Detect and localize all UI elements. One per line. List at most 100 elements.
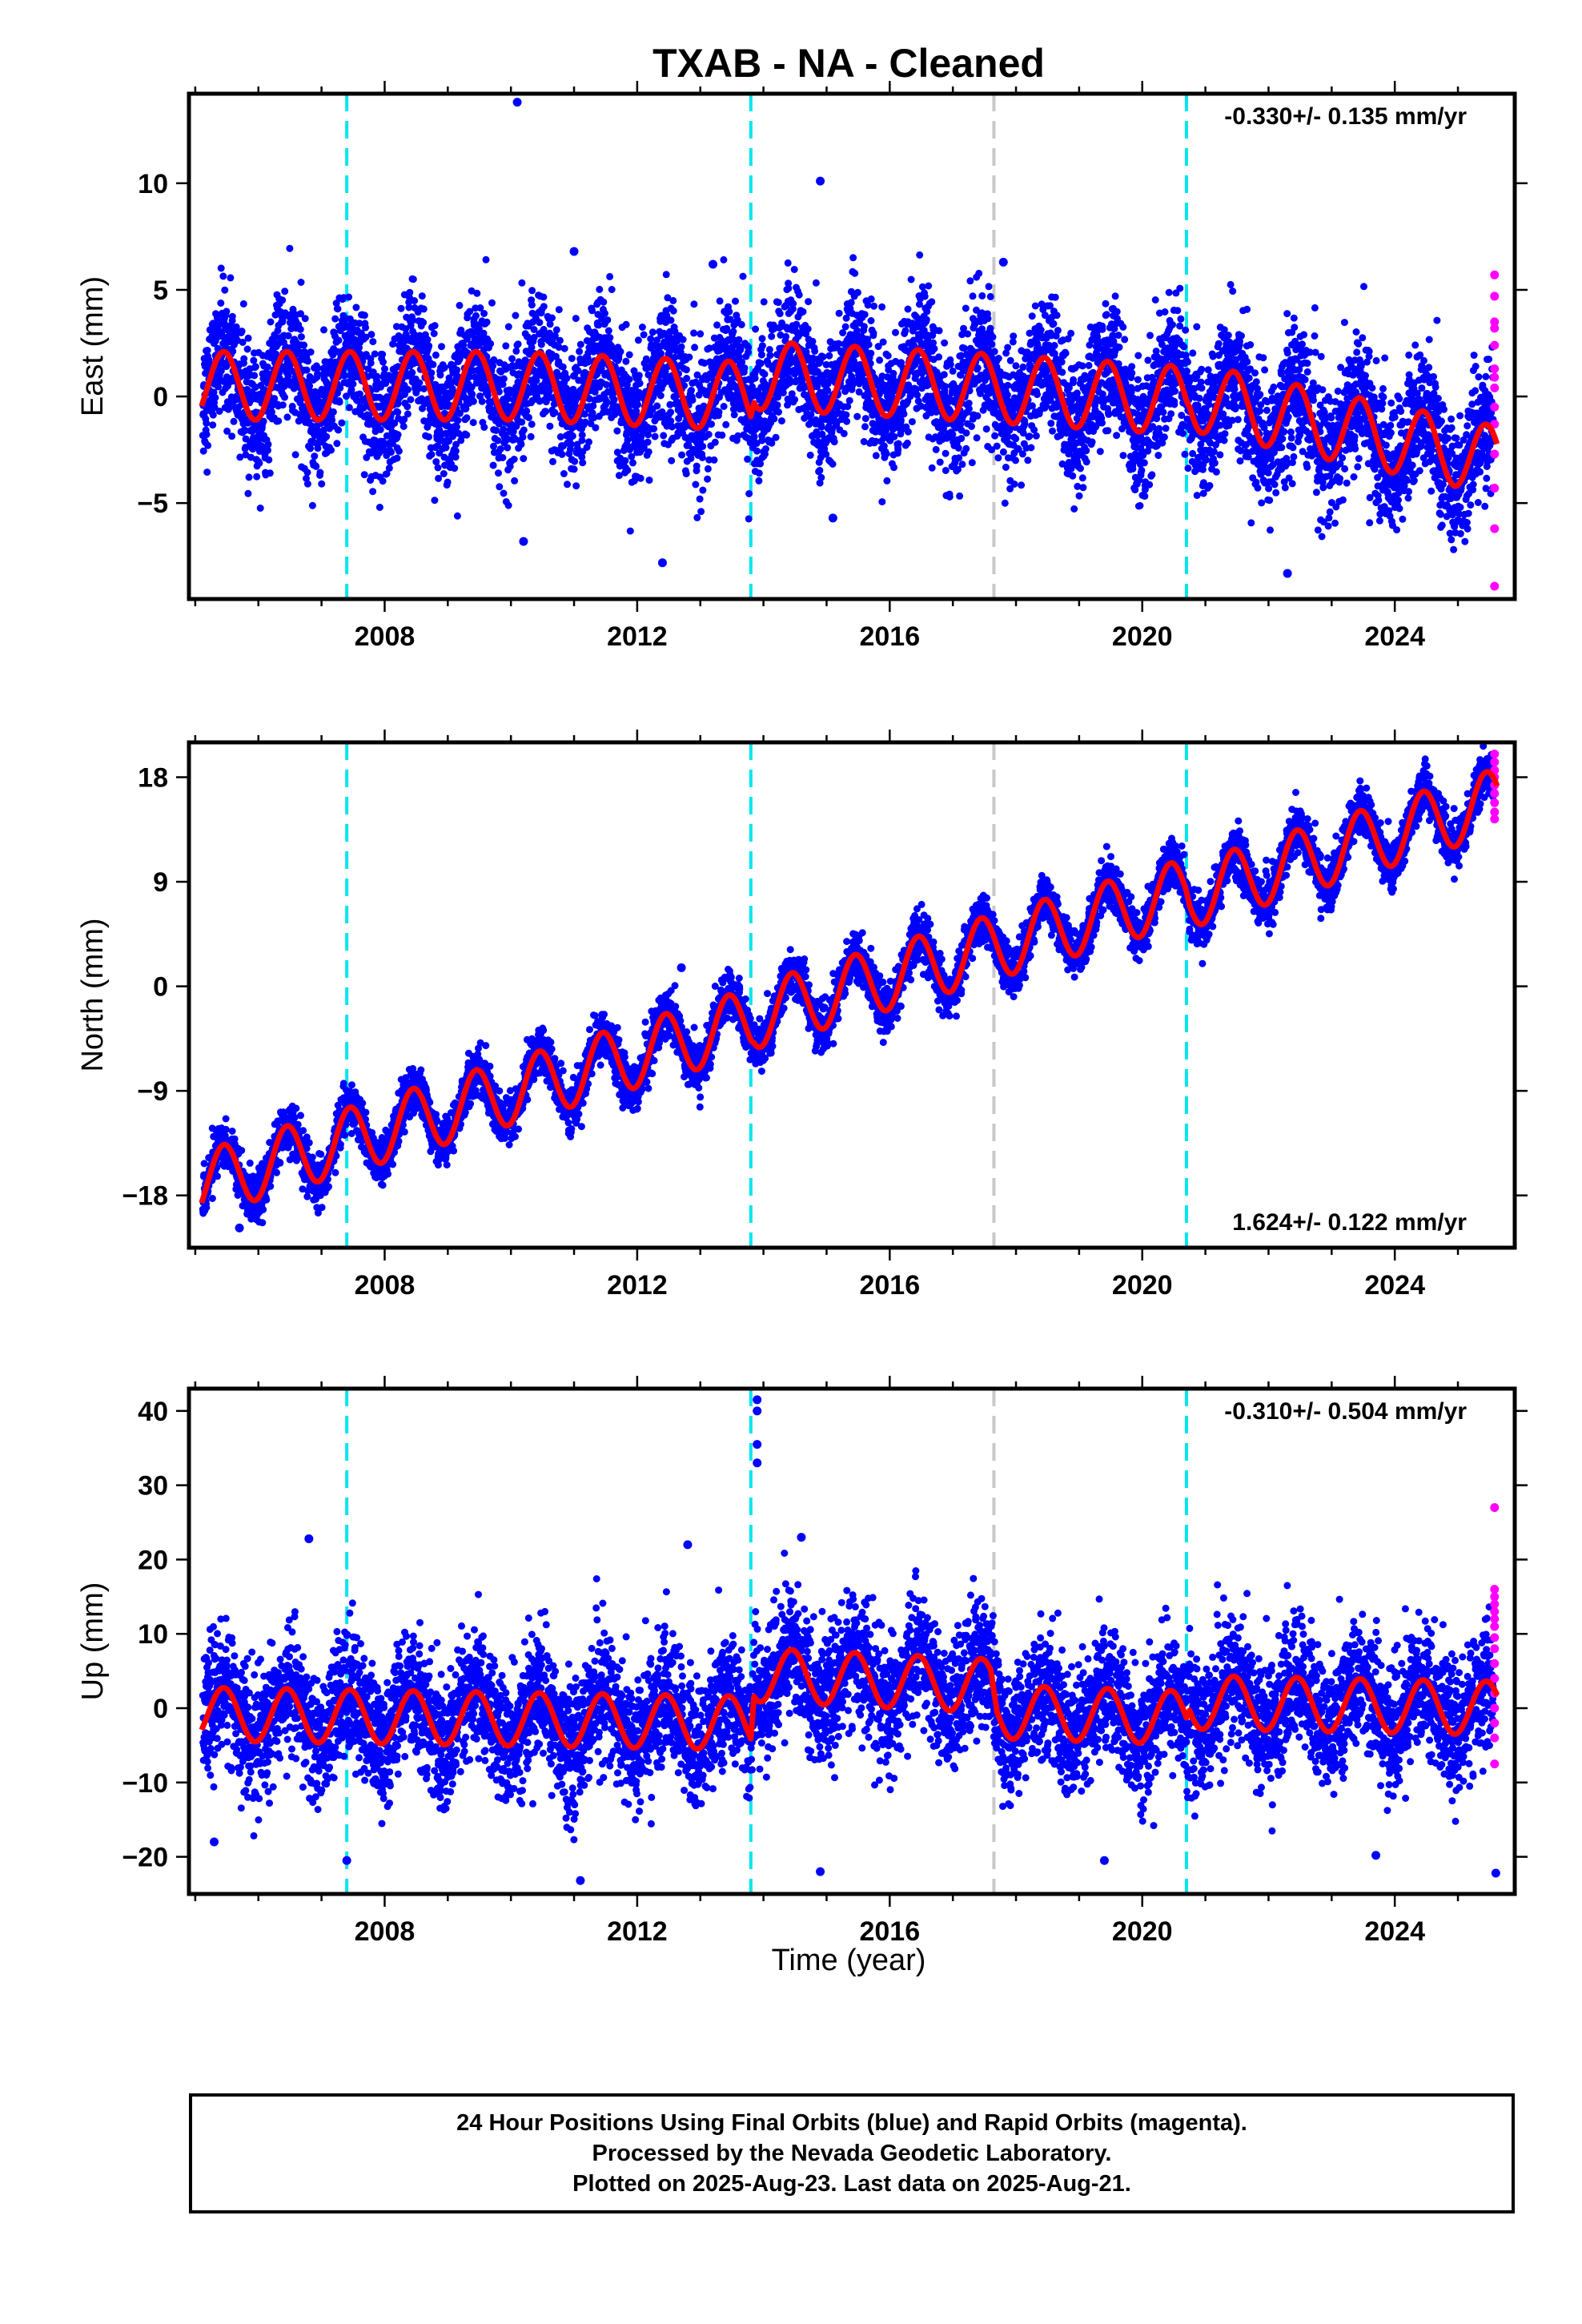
final-orbit-point-cloud [199, 244, 1497, 553]
rapid-orbit-point [1490, 1606, 1500, 1616]
x-tick-label: 2012 [607, 1916, 668, 1947]
x-tick-label: 2008 [355, 1270, 416, 1301]
rapid-orbit-point [1490, 1599, 1500, 1609]
x-tick-label: 2016 [859, 621, 920, 652]
north-panel: 2008 2012 2016 2020 2024 −18 −9 0 9 18 North (mm) 1… [76, 730, 1528, 1301]
outlier-point [753, 1440, 762, 1449]
rapid-orbit-point [1490, 1622, 1500, 1631]
footer-line-2: Processed by the Nevada Geodetic Laborat… [592, 2141, 1112, 2166]
final-orbit-point-cloud [199, 742, 1497, 1227]
x-tick-label: 2020 [1112, 1916, 1173, 1947]
rapid-orbit-point [1490, 750, 1500, 759]
rapid-orbit-point [1490, 1644, 1500, 1654]
rapid-orbit-point [1490, 484, 1500, 493]
outlier-point [998, 257, 1008, 267]
rapid-orbit-point [1490, 340, 1500, 350]
east-panel: 2008 2012 2016 2020 2024 −5 0 5 10 East (mm) -0.33… [76, 81, 1528, 652]
outlier-point [342, 1856, 351, 1865]
rapid-orbit-point [1490, 1659, 1500, 1668]
outlier-point [753, 1458, 762, 1468]
rapid-orbit-point [1490, 402, 1500, 412]
y-tick-label: 20 [138, 1545, 168, 1575]
x-axis-label: Time (year) [772, 1944, 926, 1977]
rapid-orbit-point [1490, 1733, 1500, 1743]
rapid-orbit-point [1490, 1759, 1500, 1769]
chart-title: TXAB - NA - Cleaned [652, 41, 1045, 86]
outlier-point [1371, 1851, 1381, 1860]
rapid-orbit-point [1490, 758, 1500, 767]
y-tick-label: −5 [137, 489, 168, 519]
outlier-point [304, 1534, 314, 1543]
outlier-point [1283, 569, 1292, 578]
plot-area [199, 1389, 1500, 1894]
final-orbit-point-cloud [199, 1550, 1497, 1844]
footer-line-3: Plotted on 2025-Aug-23. Last data on 202… [572, 2171, 1131, 2197]
rapid-orbit-point [1490, 1502, 1500, 1512]
y-tick-label: 40 [138, 1397, 168, 1427]
outlier-point [1099, 1856, 1109, 1865]
x-tick-label: 2012 [607, 621, 668, 652]
plot-area [199, 94, 1500, 599]
y-tick-label: 30 [138, 1471, 168, 1502]
rapid-orbit-point [1490, 814, 1500, 824]
velocity-label: -0.310+/- 0.504 mm/yr [1224, 1398, 1467, 1425]
y-axis-label: North (mm) [76, 918, 110, 1072]
final-orbit-points [199, 742, 1497, 1227]
outlier-point [816, 176, 825, 186]
outlier-point [677, 963, 686, 972]
rapid-orbit-point [1490, 1703, 1500, 1713]
outlier-point [576, 1876, 585, 1885]
outlier-point [816, 1867, 825, 1876]
rapid-orbit-point [1490, 1614, 1500, 1624]
outlier-point [753, 1395, 762, 1405]
plot-frame [187, 740, 1517, 1250]
rapid-orbit-point [1490, 789, 1500, 798]
y-tick-label: −18 [122, 1181, 168, 1212]
x-tick-label: 2024 [1364, 621, 1425, 652]
x-tick-label: 2012 [607, 1270, 668, 1301]
velocity-label: 1.624+/- 0.122 mm/yr [1232, 1209, 1467, 1236]
y-tick-label: 10 [138, 169, 168, 199]
footer-line-1: 24 Hour Positions Using Final Orbits (bl… [456, 2110, 1247, 2136]
y-tick-label: 0 [153, 382, 168, 412]
rapid-orbit-point [1490, 317, 1500, 327]
y-tick-label: −20 [122, 1843, 168, 1873]
y-tick-label: 18 [138, 763, 168, 794]
y-tick-label: 5 [153, 275, 168, 306]
rapid-orbit-point [1490, 270, 1500, 279]
outlier-point [519, 537, 528, 546]
y-tick-label: −9 [137, 1076, 168, 1107]
rapid-orbit-point [1490, 1633, 1500, 1642]
rapid-orbit-point [1490, 798, 1500, 807]
outlier-point [683, 1540, 693, 1550]
footer-note: 24 Hour Positions Using Final Orbits (bl… [189, 2093, 1515, 2213]
rapid-orbit-point [1490, 449, 1500, 459]
y-axis-label: Up (mm) [76, 1582, 110, 1701]
outlier-point [828, 513, 837, 523]
outlier-point [657, 558, 667, 568]
y-tick-label: −10 [122, 1768, 168, 1799]
x-tick-label: 2020 [1112, 1270, 1173, 1301]
final-orbit-points [199, 244, 1497, 553]
plot-frame [187, 91, 1517, 601]
y-tick-label: 0 [153, 972, 168, 1003]
rapid-orbit-point [1490, 1592, 1500, 1602]
outlier-point [709, 259, 718, 269]
x-tick-label: 2008 [355, 1916, 416, 1947]
rapid-orbit-point [1490, 364, 1500, 373]
x-tick-label: 2016 [859, 1916, 920, 1947]
rapid-orbit-point [1490, 807, 1500, 817]
model-fit-line [199, 769, 1500, 1204]
outlier-point [569, 247, 579, 256]
up-panel: 2008 2012 2016 2020 2024 −20 −10 0 10 20 30 40 Up (m… [76, 1376, 1528, 1947]
rapid-orbit-point [1490, 1674, 1500, 1683]
x-tick-label: 2024 [1364, 1916, 1425, 1947]
outlier-point [1491, 1868, 1500, 1878]
y-tick-label: 0 [153, 1694, 168, 1724]
rapid-orbit-point [1490, 524, 1500, 533]
plot-frame [187, 1386, 1517, 1896]
y-tick-label: 9 [153, 867, 168, 898]
rapid-orbit-point [1490, 383, 1500, 392]
y-tick-label: 10 [138, 1619, 168, 1650]
